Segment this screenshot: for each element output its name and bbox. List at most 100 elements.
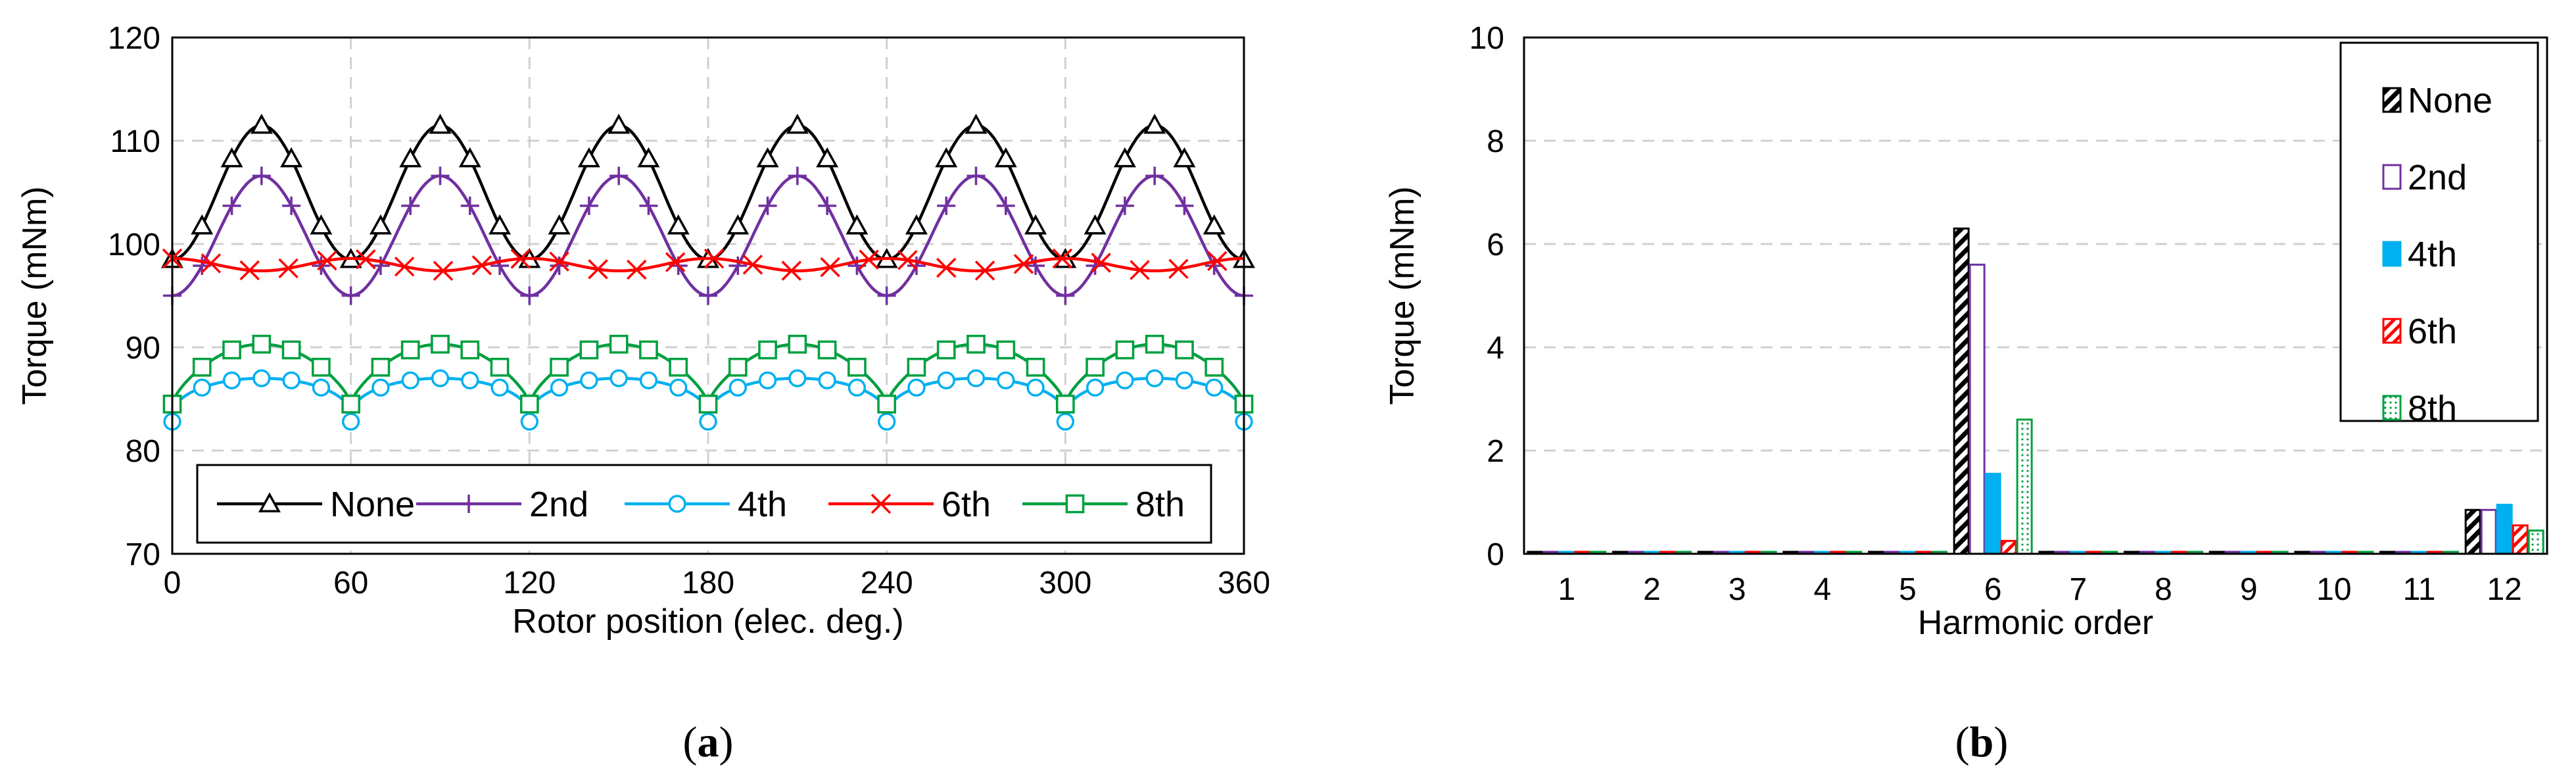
caption-letter: b [1970,718,1994,766]
square-marker [609,334,629,354]
triangle-marker [756,147,779,168]
bar-6th-h6 [2000,539,2017,555]
legend-swatch [2382,164,2402,190]
plus-marker [371,256,390,275]
legend-item-2nd: 2nd [2382,158,2467,197]
legend: None 2nd 4th 6th 8th [2339,41,2539,428]
bar-4th-h6 [1984,472,2001,555]
legend-label: 6th [942,485,991,524]
x-tick-label: 12 [2487,572,2521,607]
x-marker [1052,248,1073,269]
bar-none-h12 [2464,508,2481,555]
y-axis-label: Torque (mNm) [1383,186,1421,404]
circle-marker [699,412,717,431]
x-axis-label: Harmonic order [1918,604,2153,642]
square-marker [966,334,986,354]
plus-marker [1175,196,1194,215]
plus-marker [460,495,478,513]
legend-item-6th: 6th [2382,312,2457,351]
circle-marker [758,371,777,389]
x-tick-label: 240 [861,566,913,600]
bar-8th-h12 [2527,529,2544,555]
square-marker [996,340,1016,360]
circle-marker [1056,412,1074,431]
square-marker [312,357,331,377]
y-tick-label: 10 [1469,21,1504,56]
triangle-marker [310,214,333,235]
triangle-marker [608,113,631,134]
plus-marker [609,166,629,185]
y-tick-label: 4 [1487,331,1504,366]
legend-item-4th: 4th [625,485,787,524]
y-tick-label: 2 [1487,434,1504,469]
circle-marker [878,412,896,431]
circle-marker [847,378,867,397]
x-tick-label: 2 [1643,572,1661,607]
triangle-marker [1024,214,1047,235]
triangle-marker [727,214,750,235]
legend-label: 4th [738,485,787,524]
series-none [161,113,1255,268]
legend-label: None [2408,81,2493,120]
triangle-marker [280,147,303,168]
x-marker [433,260,454,282]
x-tick-label: 120 [503,566,556,600]
circle-marker [252,369,271,387]
plus-marker [1115,196,1134,215]
square-marker [222,340,241,360]
x-axis-label: Rotor position (elec. deg.) [512,602,903,641]
y-tick-label: 6 [1487,228,1504,262]
legend-label: 8th [1135,485,1185,524]
series-line [172,257,1244,273]
plus-marker [996,196,1015,215]
square-marker [669,357,688,377]
circle-marker [461,371,479,389]
circle-marker [937,371,955,389]
x-marker [871,493,892,514]
x-marker [820,257,840,278]
x-marker [781,260,802,281]
plus-marker [222,196,241,215]
x-marker [1130,260,1150,280]
plus-marker [520,286,539,305]
x-tick-label: 60 [333,566,368,600]
plot-area-frame [1523,36,2548,555]
y-tick-label: 100 [108,228,160,262]
square-marker [341,395,361,414]
circle-marker [580,371,598,389]
square-marker [788,334,807,354]
triangle-marker [489,214,512,235]
triangle-marker [667,214,690,235]
bar-none-h6 [1953,227,1970,555]
legend-swatch [2382,241,2402,267]
plus-marker [1145,166,1164,185]
circle-marker [668,495,686,513]
triangle-marker [577,147,600,168]
circle-marker [728,378,747,397]
bar-2nd-h12 [2480,508,2497,555]
y-tick-labels: 70 80 90 100 110 120 [108,21,160,572]
square-marker [252,334,272,354]
circle-marker [193,378,211,397]
plus-marker [1056,286,1075,305]
circle-marker [1116,371,1134,389]
series-2nd [163,166,1253,305]
square-marker [460,340,480,360]
x-marker [627,259,647,280]
x-tick-label: 4 [1813,572,1831,607]
x-marker [239,260,260,281]
circle-marker [431,369,450,387]
circle-marker [342,412,360,431]
triangle-marker [786,113,809,134]
plus-marker [937,196,956,215]
legend-label: 6th [2408,312,2457,351]
square-marker [728,357,748,377]
x-tick-label: 300 [1039,566,1091,600]
circle-marker [1085,378,1105,397]
x-tick-label: 10 [2316,572,2351,607]
x-marker [1091,253,1111,273]
square-marker [698,395,718,414]
x-marker [394,257,415,277]
square-marker [1115,340,1135,360]
